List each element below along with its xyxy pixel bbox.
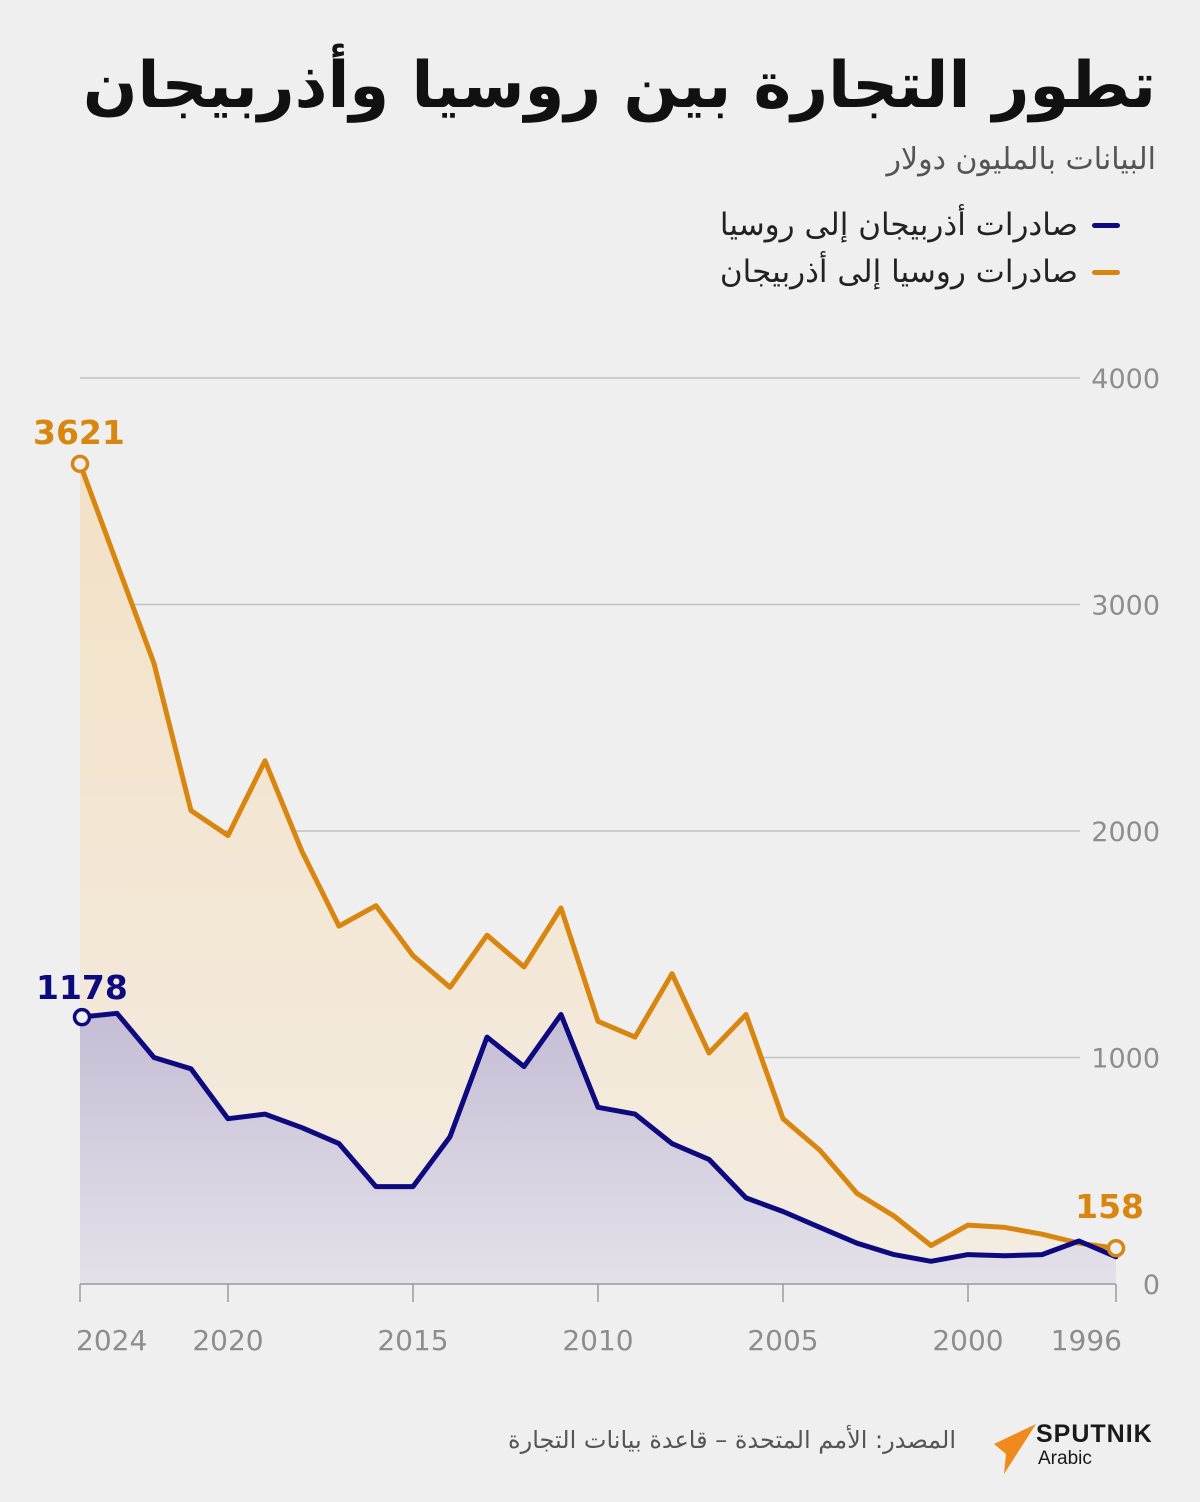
marker-orange-first <box>70 454 90 474</box>
y-tick-label-0: 0 <box>1143 1270 1160 1301</box>
line-series-1 <box>77 461 1119 1251</box>
sputnik-logo: SPUTNIK Arabic <box>990 1416 1170 1476</box>
marker-navy-first <box>72 1007 92 1027</box>
legend-swatch-orange <box>1092 269 1120 275</box>
data-label-orange-last: 158 <box>1075 1187 1144 1226</box>
x-tick-label-2010: 2010 <box>562 1324 633 1357</box>
source-note: المصدر: الأمم المتحدة – قاعدة بيانات الت… <box>508 1426 956 1454</box>
chart-title: تطور التجارة بين روسيا وأذربيجان <box>82 49 1156 123</box>
y-tick-label-3000: 3000 <box>1091 591 1160 622</box>
y-tick-label-4000: 4000 <box>1091 364 1160 395</box>
line-series-0 <box>77 1010 1119 1264</box>
data-label-orange-first: 3621 <box>33 413 125 452</box>
legend-label-russia-exports: صادرات روسيا إلى أذربيجان <box>719 254 1078 290</box>
area-series-1 <box>80 463 1116 1284</box>
brand-name: SPUTNIK <box>1036 1420 1153 1448</box>
x-tick-label-2005: 2005 <box>747 1324 818 1357</box>
legend-item-azerbaijan-exports: صادرات أذربيجان إلى روسيا <box>720 205 1120 245</box>
brand-sub: Arabic <box>1038 1448 1092 1469</box>
sputnik-logo-icon <box>994 1424 1036 1474</box>
legend-item-russia-exports: صادرات روسيا إلى أذربيجان <box>720 252 1120 292</box>
x-tick-label-2000: 2000 <box>932 1324 1003 1357</box>
legend-label-azerbaijan-exports: صادرات أذربيجان إلى روسيا <box>719 207 1078 243</box>
area-series-0 <box>80 1013 1116 1284</box>
marker-orange-last <box>1106 1238 1126 1258</box>
x-tick-label-2024: 2024 <box>76 1324 147 1357</box>
x-tick-label-2020: 2020 <box>192 1324 263 1357</box>
x-tick-label-2015: 2015 <box>377 1324 448 1357</box>
data-label-navy-first: 1178 <box>36 968 128 1007</box>
y-tick-label-1000: 1000 <box>1091 1044 1160 1075</box>
y-tick-label-2000: 2000 <box>1091 817 1160 848</box>
x-tick-label-1996: 1996 <box>1051 1324 1122 1357</box>
legend-swatch-navy <box>1092 222 1120 228</box>
chart-subtitle: البيانات بالمليون دولار <box>886 142 1156 177</box>
